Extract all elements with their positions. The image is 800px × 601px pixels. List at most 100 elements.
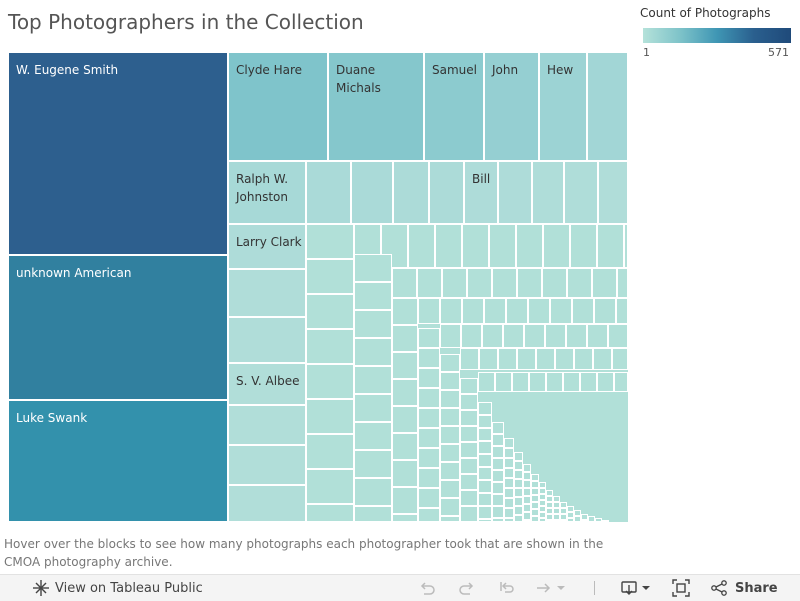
- treemap-block[interactable]: [580, 372, 597, 392]
- treemap-block[interactable]: [492, 268, 517, 298]
- treemap-block[interactable]: [440, 462, 460, 480]
- treemap-block[interactable]: [546, 520, 553, 522]
- treemap-block[interactable]: [492, 470, 504, 482]
- treemap-block[interactable]: [460, 458, 478, 474]
- treemap-block[interactable]: [440, 354, 460, 372]
- view-on-tableau-public-link[interactable]: View on Tableau Public: [32, 575, 203, 601]
- treemap-block[interactable]: [479, 348, 498, 370]
- treemap-block-bill[interactable]: Bill: [464, 161, 498, 224]
- treemap-block[interactable]: [418, 508, 440, 522]
- treemap-block[interactable]: [460, 426, 478, 442]
- treemap-block[interactable]: [516, 224, 543, 268]
- treemap-block-w-eugene-smith[interactable]: W. Eugene Smith: [8, 52, 228, 255]
- treemap-block[interactable]: [418, 468, 440, 488]
- treemap-block[interactable]: [531, 509, 539, 516]
- treemap-block[interactable]: [581, 520, 588, 522]
- treemap-block[interactable]: [418, 428, 440, 448]
- treemap-block[interactable]: [514, 488, 523, 497]
- treemap-block[interactable]: [514, 461, 523, 470]
- treemap-block[interactable]: [517, 268, 542, 298]
- treemap-block[interactable]: [440, 480, 460, 498]
- download-button[interactable]: [620, 575, 652, 601]
- treemap-block[interactable]: [306, 329, 354, 364]
- treemap-block[interactable]: [553, 520, 560, 522]
- treemap-block[interactable]: [440, 426, 460, 444]
- treemap-block[interactable]: [617, 268, 628, 298]
- treemap-block[interactable]: [478, 372, 495, 392]
- treemap-block[interactable]: [523, 488, 531, 496]
- treemap-block-larry-clark[interactable]: Larry Clark: [228, 224, 306, 269]
- treemap-block[interactable]: [567, 518, 574, 522]
- treemap-block[interactable]: [306, 469, 354, 504]
- treemap-block[interactable]: [504, 518, 514, 522]
- treemap-block[interactable]: [467, 268, 492, 298]
- treemap-block[interactable]: [417, 268, 442, 298]
- treemap-block[interactable]: [478, 454, 492, 467]
- treemap-block[interactable]: [392, 325, 418, 352]
- treemap-block[interactable]: [306, 504, 354, 522]
- treemap-block[interactable]: [523, 512, 531, 520]
- treemap-block[interactable]: [435, 224, 462, 268]
- share-button[interactable]: Share: [710, 575, 778, 601]
- treemap-block[interactable]: [531, 488, 539, 495]
- treemap-block[interactable]: [566, 324, 587, 348]
- treemap-block[interactable]: [523, 480, 531, 488]
- treemap-block[interactable]: [597, 372, 614, 392]
- treemap-block[interactable]: [408, 224, 435, 268]
- treemap-block[interactable]: [517, 348, 536, 370]
- treemap-block[interactable]: [461, 324, 482, 348]
- treemap-block[interactable]: [543, 224, 570, 268]
- treemap-block[interactable]: [418, 328, 440, 348]
- treemap-block[interactable]: [478, 428, 492, 441]
- undo-button[interactable]: [418, 575, 436, 601]
- treemap-block[interactable]: [418, 298, 440, 324]
- treemap-block[interactable]: [504, 488, 514, 498]
- fullscreen-button[interactable]: [672, 575, 690, 601]
- treemap-block[interactable]: [592, 268, 617, 298]
- treemap-block[interactable]: [539, 482, 546, 488]
- treemap-block[interactable]: [564, 161, 598, 224]
- treemap-block[interactable]: [478, 519, 492, 522]
- treemap-block[interactable]: [440, 298, 462, 324]
- treemap-block[interactable]: [572, 298, 594, 324]
- treemap-block[interactable]: [512, 372, 529, 392]
- treemap-block[interactable]: [574, 516, 581, 522]
- treemap-block[interactable]: [514, 497, 523, 506]
- treemap-block[interactable]: [542, 268, 567, 298]
- treemap-block[interactable]: [462, 224, 489, 268]
- treemap-block[interactable]: [546, 502, 553, 508]
- treemap-block-ralph-w-johnston[interactable]: Ralph W. Johnston: [228, 161, 306, 224]
- treemap-block[interactable]: [460, 348, 479, 370]
- treemap-block[interactable]: [354, 338, 392, 366]
- treemap-block[interactable]: [354, 254, 392, 282]
- treemap-block[interactable]: [531, 502, 539, 509]
- treemap-block[interactable]: [498, 348, 517, 370]
- treemap-block[interactable]: [478, 493, 492, 506]
- treemap-block[interactable]: [574, 510, 581, 516]
- treemap-block[interactable]: [228, 445, 306, 485]
- treemap-block[interactable]: [478, 415, 492, 428]
- treemap-block[interactable]: [504, 438, 514, 448]
- treemap-block[interactable]: [460, 410, 478, 426]
- treemap-block[interactable]: [567, 506, 574, 512]
- treemap-block[interactable]: [354, 282, 392, 310]
- treemap-block[interactable]: [532, 161, 564, 224]
- treemap-block[interactable]: [523, 472, 531, 480]
- treemap-block[interactable]: [529, 372, 546, 392]
- treemap-block[interactable]: [593, 348, 612, 370]
- treemap-block[interactable]: [354, 394, 392, 422]
- treemap-block[interactable]: [503, 324, 524, 348]
- treemap-block[interactable]: [228, 317, 306, 363]
- treemap-block[interactable]: [306, 399, 354, 434]
- treemap-block[interactable]: [539, 494, 546, 500]
- treemap-block[interactable]: [567, 268, 592, 298]
- treemap-block[interactable]: [442, 268, 467, 298]
- treemap-block[interactable]: [523, 464, 531, 472]
- treemap-block[interactable]: [354, 422, 392, 450]
- treemap-block[interactable]: [504, 458, 514, 468]
- treemap-block[interactable]: [523, 520, 531, 522]
- treemap-block[interactable]: [539, 500, 546, 506]
- treemap-block[interactable]: [514, 479, 523, 488]
- treemap-block[interactable]: [514, 452, 523, 461]
- treemap-block[interactable]: [498, 161, 532, 224]
